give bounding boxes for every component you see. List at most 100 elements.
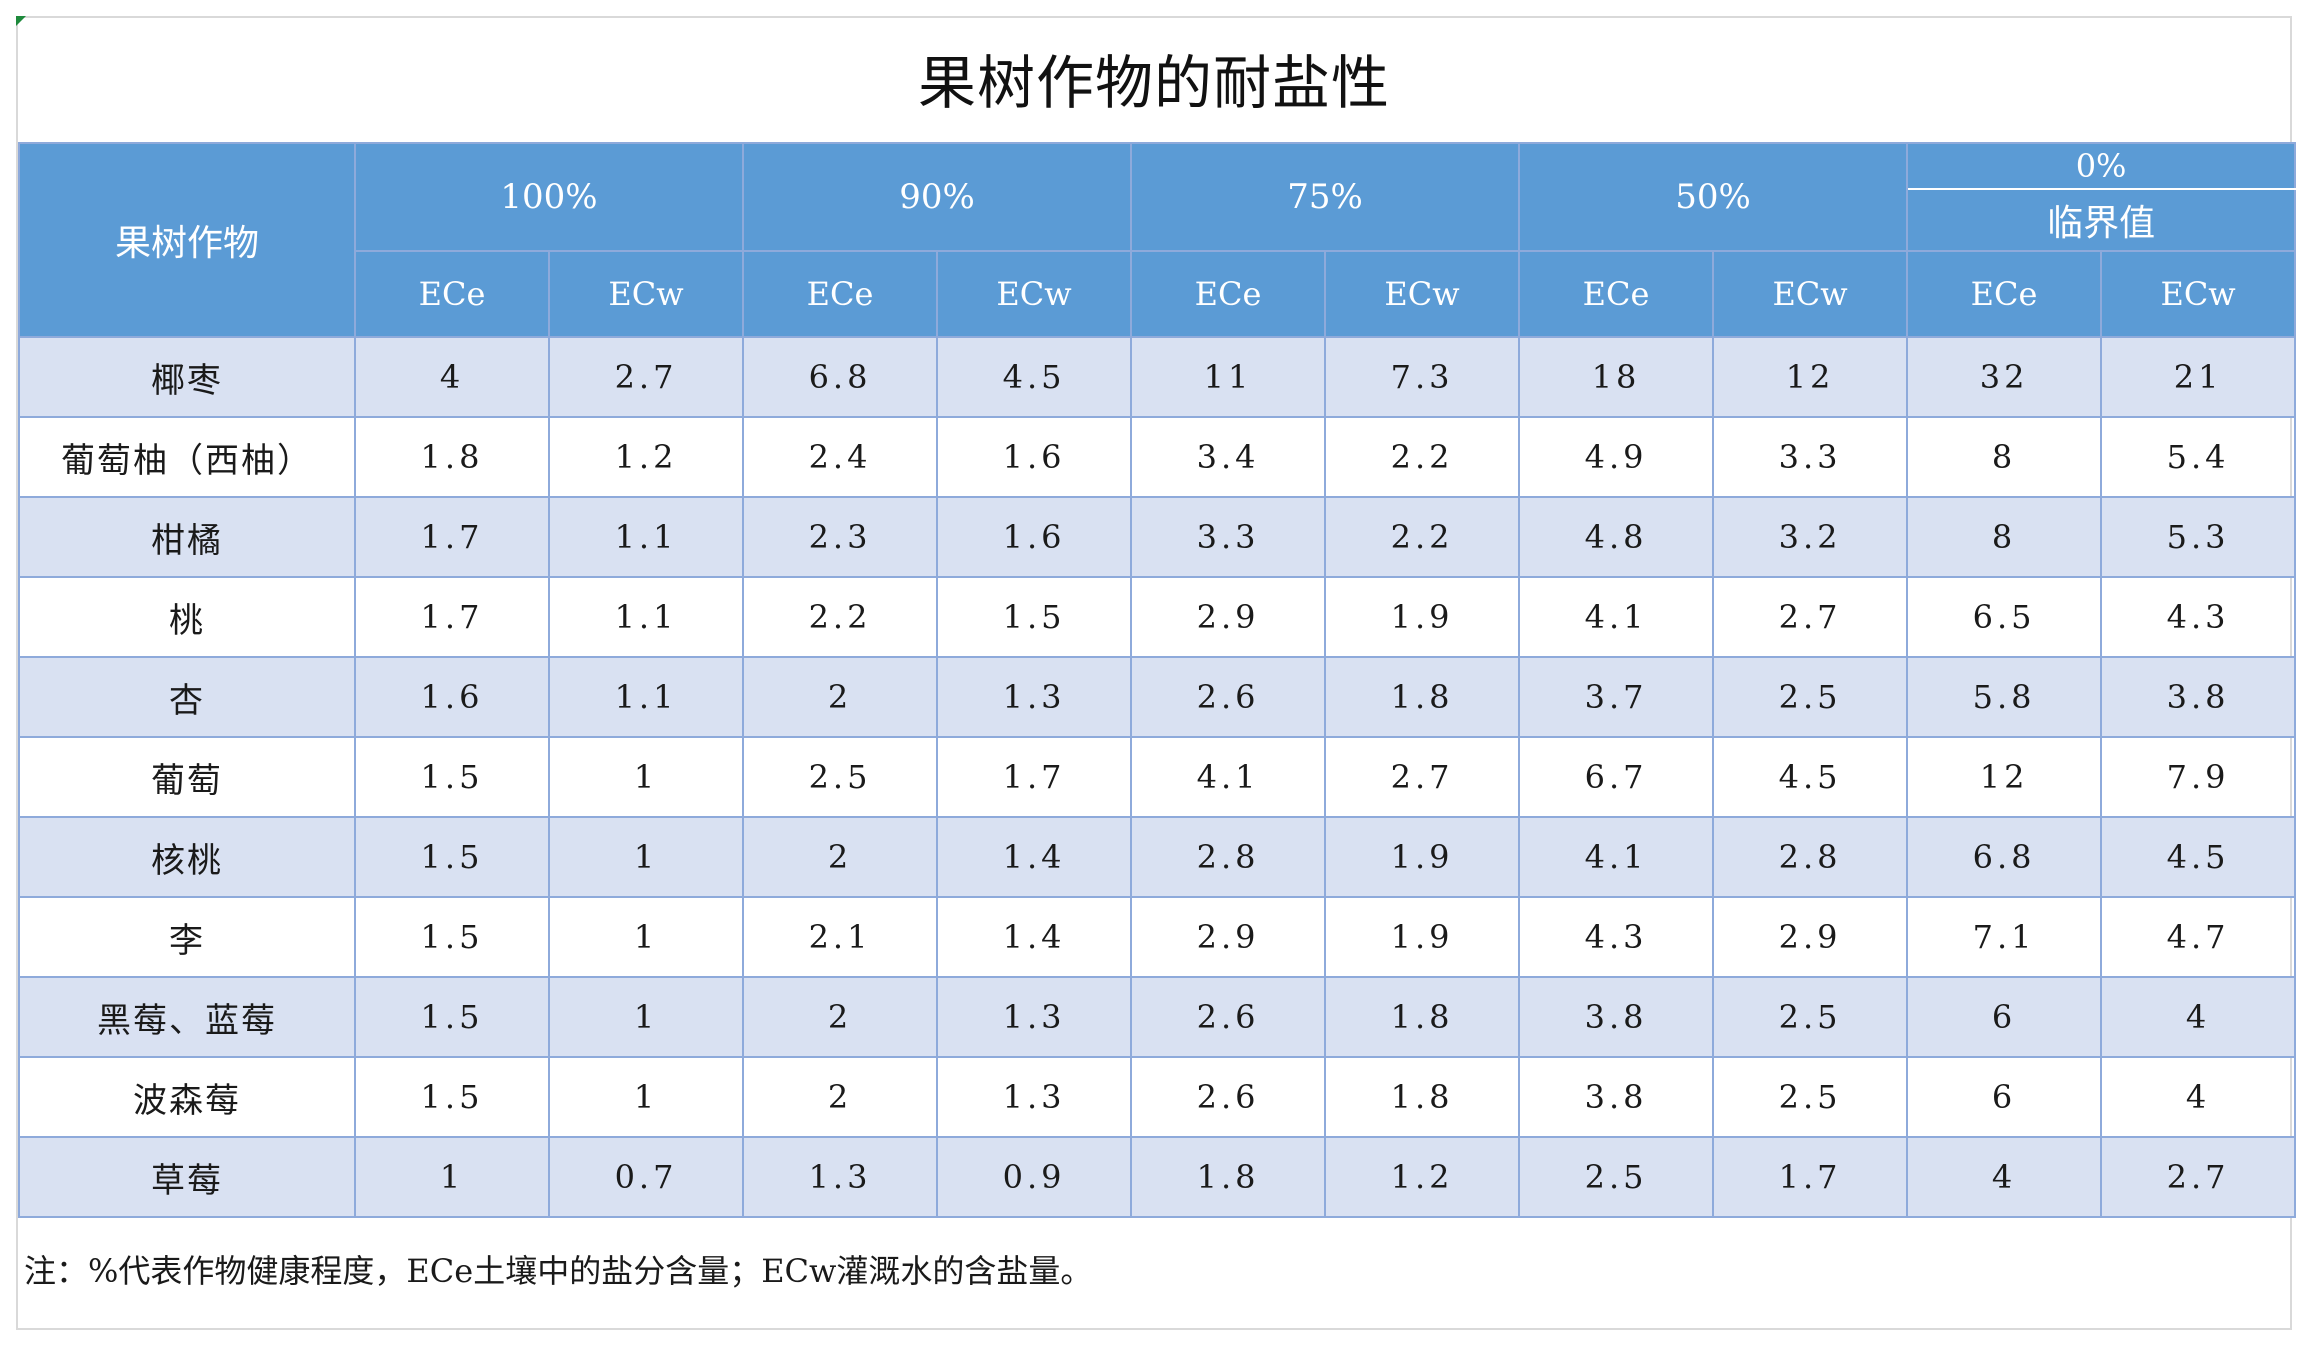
- value-cell: 5.3: [2100, 496, 2297, 578]
- value-cell: 8: [1906, 496, 2103, 578]
- header-crop: 果树作物: [18, 142, 356, 338]
- value-cell: 3.8: [1518, 976, 1715, 1058]
- value-cell: 6: [1906, 1056, 2103, 1138]
- value-cell: 4: [2100, 1056, 2297, 1138]
- table-row: 葡萄 1.5 1 2.5 1.7 4.1 2.7 6.7 4.5 12 7.9: [18, 736, 2297, 818]
- crop-name-cell: 柑橘: [18, 496, 356, 578]
- value-cell: 4: [2100, 976, 2297, 1058]
- value-cell: 2.6: [1130, 656, 1327, 738]
- value-cell: 2.7: [547, 336, 745, 418]
- header-sub-ece: ECe: [742, 250, 939, 338]
- spreadsheet-sheet: 果树作物的耐盐性 果树作物 100% 90% 75% 50% 0% 临界值 EC…: [16, 16, 2297, 1330]
- value-cell: 0.9: [936, 1136, 1133, 1218]
- value-cell: 1.9: [1324, 896, 1521, 978]
- value-cell: 6: [1906, 976, 2103, 1058]
- value-cell: 2.6: [1130, 1056, 1327, 1138]
- header-sub-ecw: ECw: [1324, 250, 1521, 338]
- table-row: 柑橘 1.7 1.1 2.3 1.6 3.3 2.2 4.8 3.2 8 5.3: [18, 496, 2297, 578]
- value-cell: 3.4: [1130, 416, 1327, 498]
- value-cell: 3.8: [2100, 656, 2297, 738]
- value-cell: 2: [742, 816, 939, 898]
- value-cell: 6.7: [1518, 736, 1715, 818]
- value-cell: 18: [1518, 336, 1715, 418]
- value-cell: 1.1: [547, 576, 745, 658]
- header-sub-ece: ECe: [1518, 250, 1715, 338]
- table-row: 黑莓、蓝莓 1.5 1 2 1.3 2.6 1.8 3.8 2.5 6 4: [18, 976, 2297, 1058]
- value-cell: 4: [354, 336, 550, 418]
- value-cell: 2.2: [1324, 496, 1521, 578]
- value-cell: 1.7: [354, 496, 550, 578]
- value-cell: 2.5: [742, 736, 939, 818]
- value-cell: 6.5: [1906, 576, 2103, 658]
- value-cell: 1.7: [1712, 1136, 1909, 1218]
- value-cell: 2.2: [742, 576, 939, 658]
- value-cell: 32: [1906, 336, 2103, 418]
- value-cell: 2: [742, 656, 939, 738]
- value-cell: 2.9: [1130, 896, 1327, 978]
- value-cell: 2.9: [1130, 576, 1327, 658]
- value-cell: 1.3: [936, 656, 1133, 738]
- value-cell: 8: [1906, 416, 2103, 498]
- value-cell: 2.5: [1712, 976, 1909, 1058]
- value-cell: 4.1: [1518, 816, 1715, 898]
- value-cell: 7.9: [2100, 736, 2297, 818]
- value-cell: 1.6: [354, 656, 550, 738]
- value-cell: 2.4: [742, 416, 939, 498]
- footnote: 注：%代表作物健康程度，ECe土壤中的盐分含量；ECw灌溉水的含盐量。: [24, 1252, 1093, 1290]
- table-row: 核桃 1.5 1 2 1.4 2.8 1.9 4.1 2.8 6.8 4.5: [18, 816, 2297, 898]
- value-cell: 2.1: [742, 896, 939, 978]
- header-sub-ecw: ECw: [1712, 250, 1909, 338]
- value-cell: 1.2: [547, 416, 745, 498]
- crop-name-cell: 黑莓、蓝莓: [18, 976, 356, 1058]
- value-cell: 4.3: [1518, 896, 1715, 978]
- value-cell: 1: [547, 816, 745, 898]
- value-cell: 1.3: [742, 1136, 939, 1218]
- value-cell: 11: [1130, 336, 1327, 418]
- value-cell: 1.8: [1324, 1056, 1521, 1138]
- value-cell: 1.1: [547, 656, 745, 738]
- value-cell: 1: [547, 976, 745, 1058]
- value-cell: 1: [547, 736, 745, 818]
- value-cell: 2.5: [1518, 1136, 1715, 1218]
- value-cell: 2.7: [1324, 736, 1521, 818]
- crop-name-cell: 李: [18, 896, 356, 978]
- value-cell: 7.1: [1906, 896, 2103, 978]
- value-cell: 1.7: [936, 736, 1133, 818]
- header-threshold: 临界值: [1906, 188, 2297, 252]
- value-cell: 4.7: [2100, 896, 2297, 978]
- value-cell: 5.4: [2100, 416, 2297, 498]
- value-cell: 4.1: [1130, 736, 1327, 818]
- value-cell: 1: [547, 1056, 745, 1138]
- value-cell: 1.4: [936, 816, 1133, 898]
- value-cell: 4.3: [2100, 576, 2297, 658]
- value-cell: 6.8: [1906, 816, 2103, 898]
- value-cell: 1.8: [1324, 656, 1521, 738]
- crop-name-cell: 椰枣: [18, 336, 356, 418]
- crop-name-cell: 葡萄柚（西柚）: [18, 416, 356, 498]
- value-cell: 2.7: [2100, 1136, 2297, 1218]
- table-row: 椰枣 4 2.7 6.8 4.5 11 7.3 18 12 32 21: [18, 336, 2297, 418]
- value-cell: 3.2: [1712, 496, 1909, 578]
- crop-name-cell: 杏: [18, 656, 356, 738]
- table-title: 果树作物的耐盐性: [917, 49, 1390, 117]
- value-cell: 1.9: [1324, 816, 1521, 898]
- value-cell: 1.1: [547, 496, 745, 578]
- value-cell: 21: [2100, 336, 2297, 418]
- value-cell: 4.9: [1518, 416, 1715, 498]
- value-cell: 1.5: [354, 896, 550, 978]
- value-cell: 7.3: [1324, 336, 1521, 418]
- value-cell: 12: [1712, 336, 1909, 418]
- header-group-0: 0%: [1906, 142, 2297, 190]
- value-cell: 12: [1906, 736, 2103, 818]
- crop-name-cell: 草莓: [18, 1136, 356, 1218]
- value-cell: 2.5: [1712, 1056, 1909, 1138]
- value-cell: 0.7: [547, 1136, 745, 1218]
- value-cell: 1.8: [354, 416, 550, 498]
- header-group-100: 100%: [353, 142, 745, 252]
- header-sub-ece: ECe: [354, 250, 550, 338]
- value-cell: 4.1: [1518, 576, 1715, 658]
- value-cell: 2: [742, 976, 939, 1058]
- value-cell: 1: [547, 896, 745, 978]
- header-sub-ece: ECe: [1130, 250, 1327, 338]
- value-cell: 1: [354, 1136, 550, 1218]
